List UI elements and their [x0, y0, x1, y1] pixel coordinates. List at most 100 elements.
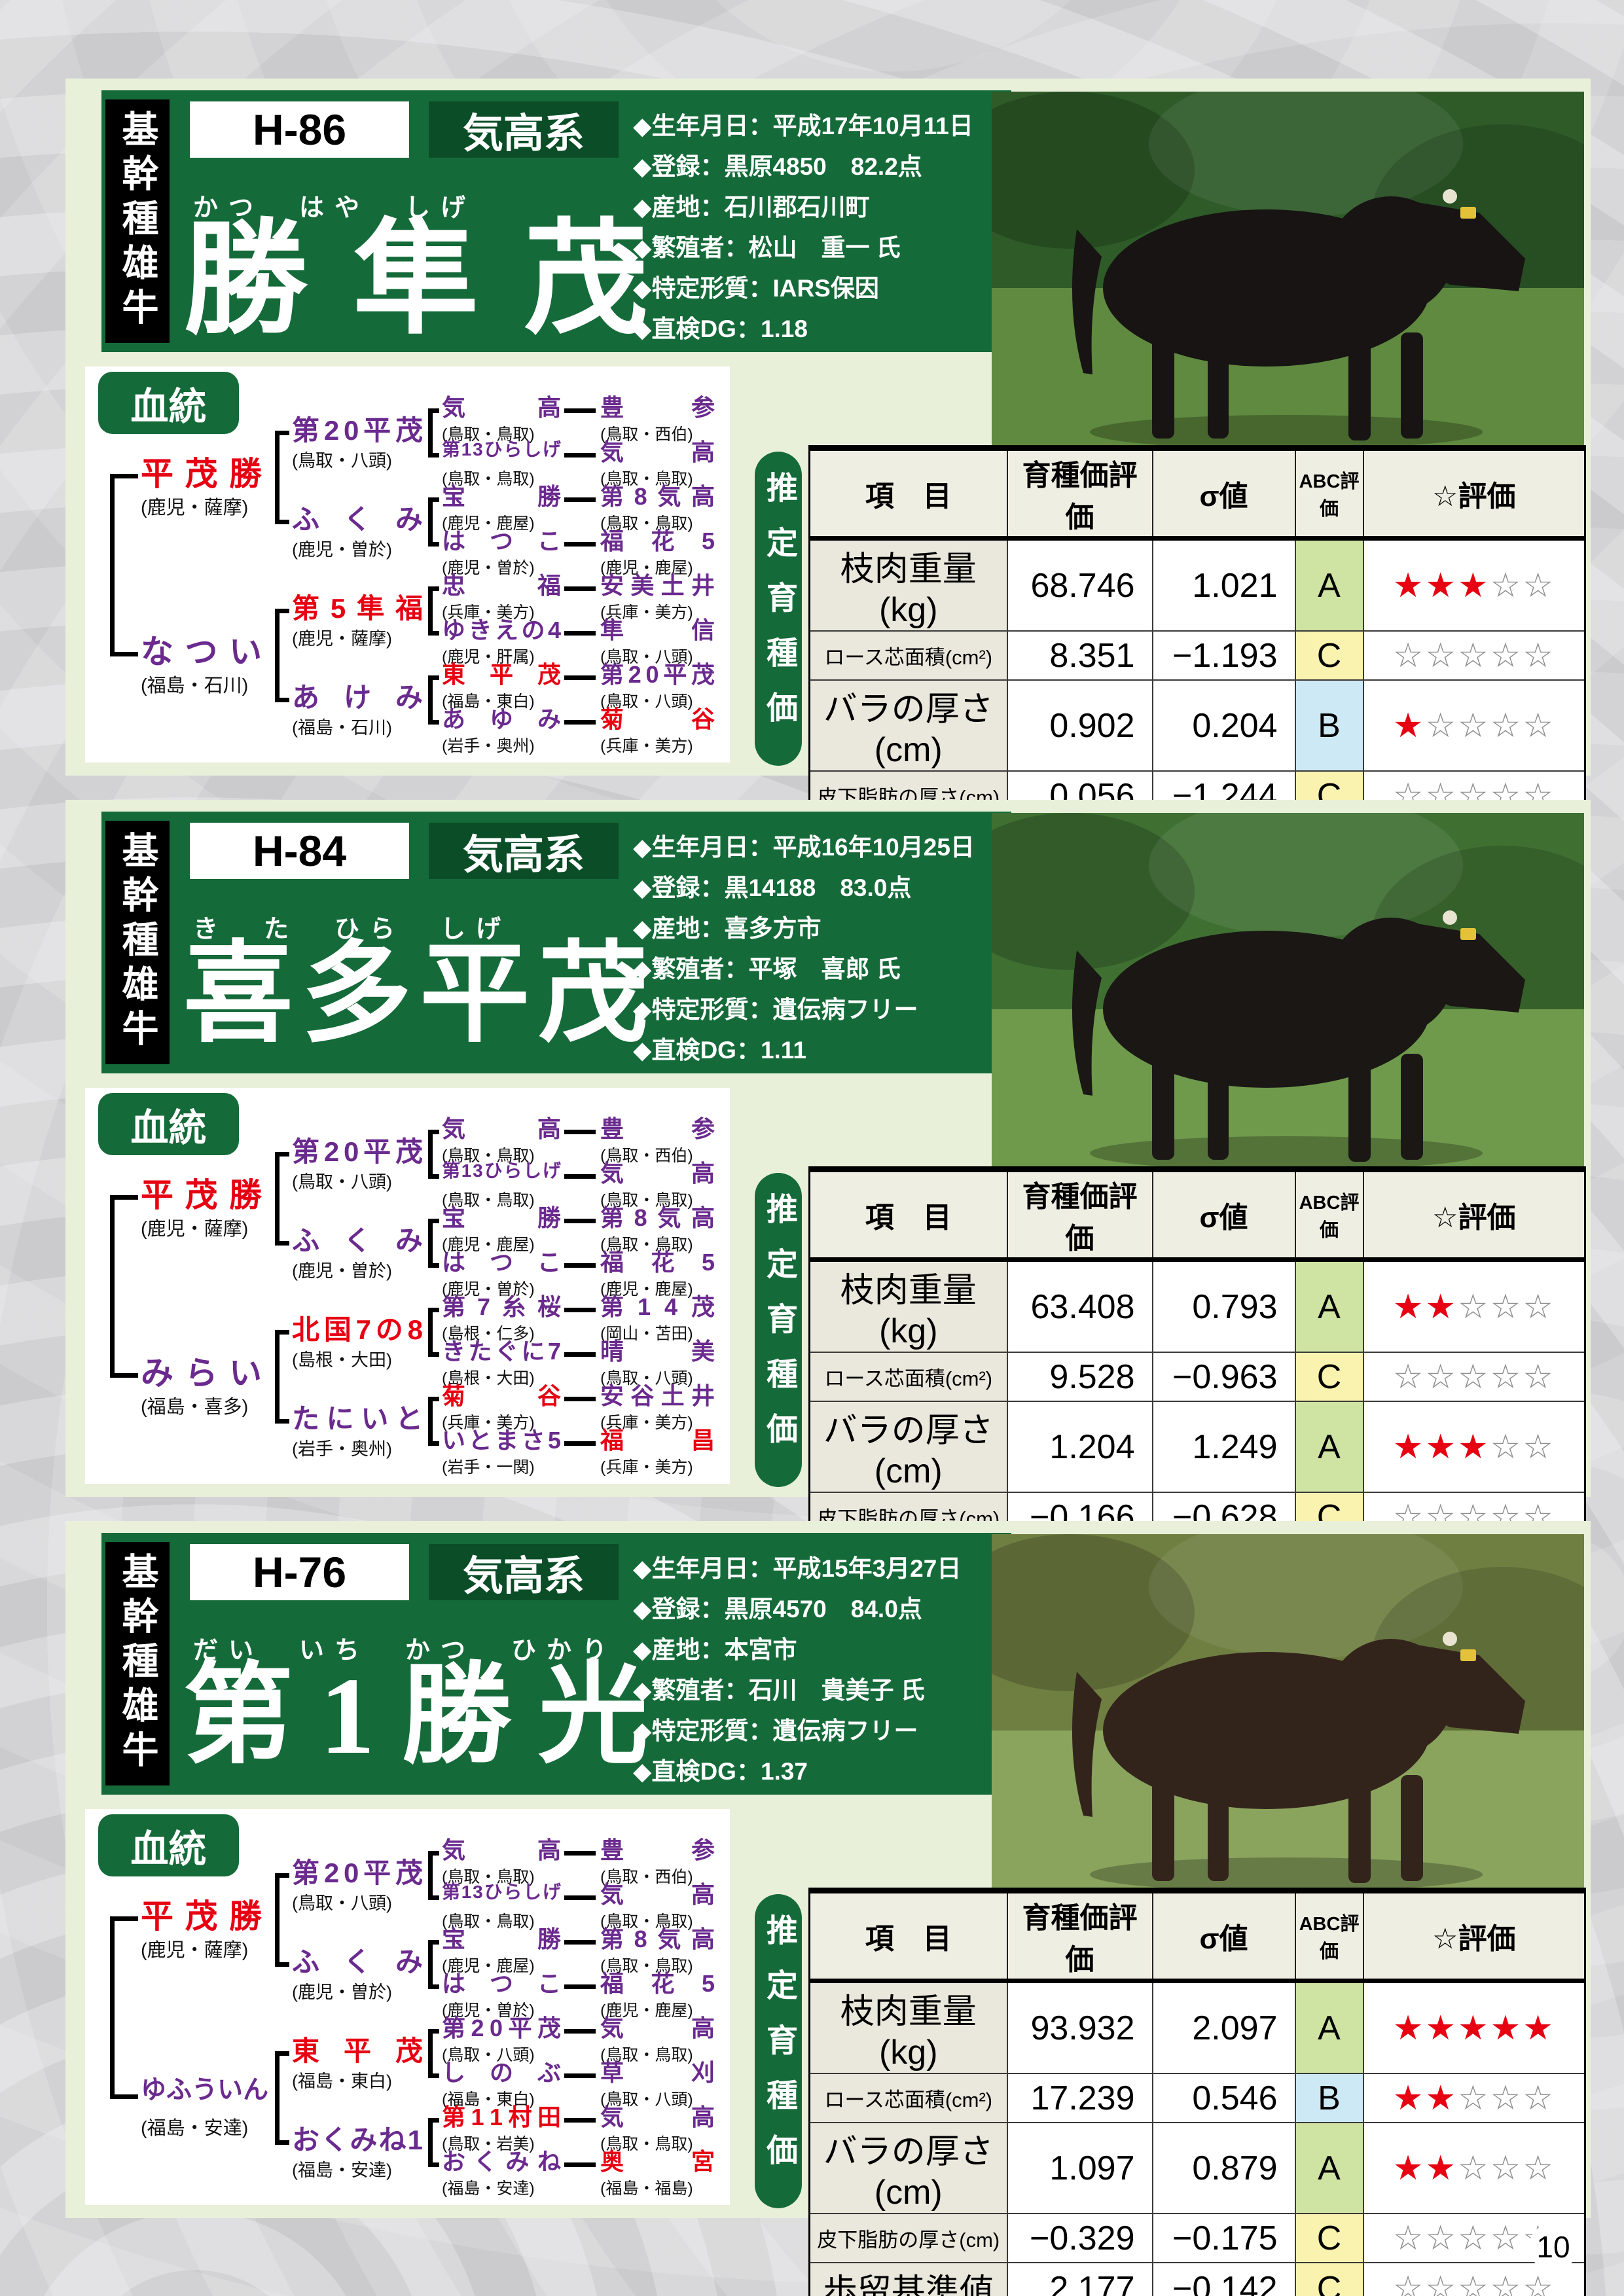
pedigree-node-place: (鳥取・鳥取)	[600, 1236, 693, 1254]
pedigree-connector-line	[428, 1851, 439, 1856]
info-item: ◆直検DG：1.11	[633, 1037, 806, 1064]
pedigree-connector-line	[428, 1397, 433, 1441]
star-rating: ★☆☆☆☆	[1362, 679, 1586, 772]
pedigree-node-name: 豊参	[600, 1115, 715, 1142]
pedigree-connector-line	[564, 2118, 596, 2123]
pedigree-node-place: (兵庫・美方)	[442, 603, 535, 622]
sigma-value: −1.193	[1151, 630, 1296, 681]
abc-rating: C	[1294, 630, 1364, 681]
pedigree-node-place: (鹿児・曽於)	[442, 559, 535, 577]
pedigree-connector-line	[564, 2029, 596, 2034]
pedigree-node-place: (鹿児・曽於)	[442, 1280, 535, 1299]
pedigree-node-name: 菊谷	[600, 706, 715, 732]
table-header-item: 項 目	[808, 1890, 1008, 1983]
star-filled-icon: ★	[1392, 1287, 1426, 1326]
pedigree-connector-line	[110, 2094, 138, 2099]
pedigree-node-place: (鹿児・鹿屋)	[442, 514, 535, 533]
star-empty-icon: ☆	[1490, 2149, 1523, 2187]
pedigree-node-place: (福島・東白)	[442, 2090, 535, 2109]
pedigree-node-place: (岡山・苫田)	[600, 1325, 693, 1343]
trait-name: 歩留基準値	[808, 2262, 1008, 2296]
pedigree-node-place: (鳥取・鳥取)	[600, 470, 693, 488]
pedigree-node-place: (鳥取・鳥取)	[442, 470, 535, 488]
pedigree-node-place: (鳥取・八頭)	[292, 1172, 392, 1192]
star-empty-icon: ☆	[1490, 1427, 1523, 1466]
pedigree-node-place: (兵庫・美方)	[600, 603, 693, 622]
pedigree-connector-line	[428, 1895, 439, 1900]
bull-name-furigana: だい いち かつ ひかり	[193, 1637, 618, 1664]
bull-name-furigana: かつ はや しげ	[193, 194, 477, 222]
star-filled-icon: ★	[1425, 2009, 1458, 2047]
info-item: ◆生年月日：平成17年10月11日	[633, 113, 973, 139]
ebv-value: 68.746	[1006, 537, 1153, 632]
info-item: ◆特定形質：IARS保因	[633, 275, 879, 302]
pedigree-node-place: (鳥取・鳥取)	[442, 1912, 535, 1931]
pedigree-node-place: (鹿児・薩摩)	[141, 1940, 249, 1961]
star-empty-icon: ☆	[1490, 1357, 1523, 1396]
pedigree-node-place: (鹿児・曽於)	[292, 1982, 392, 2002]
star-empty-icon: ☆	[1490, 566, 1523, 605]
star-empty-icon: ☆	[1457, 2269, 1490, 2296]
table-row: 枝肉重量(kg) 68.746 1.021 A ★★★☆☆	[808, 537, 1586, 632]
pedigree-node-name: ふくみ	[292, 1946, 423, 1977]
pedigree-node-place: (鳥取・八頭)	[600, 2090, 693, 2109]
pedigree-connector-line	[564, 1851, 596, 1856]
pedigree-node-name: なつい	[141, 634, 262, 670]
pedigree-connector-line	[564, 1441, 596, 1446]
pedigree-connector-line	[428, 586, 439, 591]
star-empty-icon: ☆	[1425, 2219, 1458, 2257]
estimated-breeding-value-label: 推定育種価	[755, 1173, 802, 1487]
pedigree-connector-line	[428, 2029, 439, 2034]
table-header-item: 項 目	[808, 447, 1008, 541]
pedigree-node-name: あけみ	[292, 682, 423, 713]
pedigree-node-name: ふくみ	[292, 1225, 423, 1256]
pedigree-node-place: (鳥取・鳥取)	[600, 1957, 693, 1975]
pedigree-connector-line	[275, 609, 289, 613]
pedigree-node-name: 気高	[600, 2104, 715, 2130]
pedigree-connector-line	[564, 1984, 596, 1989]
pedigree-node-place: (鹿児・薩摩)	[292, 629, 392, 649]
category-vertical-label: 基幹種雄牛	[105, 821, 170, 1064]
trait-name: 皮下脂肪の厚さ(cm)	[808, 2213, 1008, 2263]
sigma-value: 0.546	[1151, 2073, 1296, 2123]
info-item: ◆繁殖者：松山 重一 氏	[633, 234, 901, 261]
info-item: ◆直検DG：1.37	[633, 1758, 808, 1785]
pedigree-node-place: (鹿児・薩摩)	[141, 497, 249, 518]
pedigree-node-place: (鳥取・岩美)	[442, 2135, 535, 2153]
pedigree-node-name: たにいと	[292, 1403, 423, 1434]
star-filled-icon: ★	[1392, 706, 1426, 745]
abc-rating: A	[1294, 537, 1364, 632]
pedigree-connector-line	[428, 1441, 439, 1446]
pedigree-connector-line	[275, 1241, 289, 1246]
pedigree-connector-line	[275, 609, 280, 698]
pedigree-node-name: しのぶ	[442, 2059, 561, 2086]
star-empty-icon: ☆	[1523, 2149, 1555, 2187]
star-rating: ★★★★★	[1362, 1980, 1586, 2074]
pedigree-node-place: (鹿児・曽於)	[442, 2001, 535, 2020]
star-filled-icon: ★	[1425, 566, 1458, 605]
info-item: ◆特定形質：遺伝病フリー	[633, 1717, 918, 1744]
pedigree-connector-line	[275, 1873, 280, 1962]
trait-name: 枝肉重量(kg)	[808, 1980, 1008, 2074]
star-filled-icon: ★	[1523, 2009, 1555, 2047]
bull-name: 喜多平茂	[183, 934, 648, 1056]
pedigree-connector-line	[428, 1984, 439, 1989]
pedigree-connector-line	[428, 408, 439, 413]
pedigree-node-place: (福島・安達)	[141, 2118, 249, 2139]
abc-rating: C	[1294, 2213, 1364, 2263]
pedigree-node-name: はつこ	[442, 1249, 561, 1276]
pedigree-node-place: (鳥取・鳥取)	[600, 514, 693, 533]
ebv-value: 1.204	[1006, 1401, 1153, 1493]
table-header-ebv: 育種価評価	[1006, 1890, 1153, 1983]
star-empty-icon: ☆	[1523, 1427, 1555, 1466]
table-header-sigma: σ値	[1151, 447, 1296, 541]
star-rating: ☆☆☆☆☆	[1362, 630, 1586, 681]
